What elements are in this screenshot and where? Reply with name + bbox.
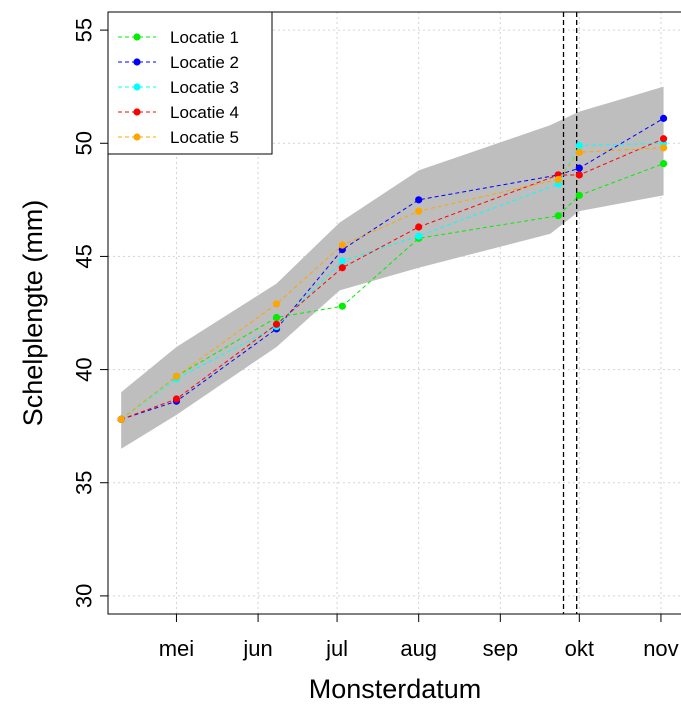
series-line xyxy=(120,138,664,420)
x-tick-label: nov xyxy=(643,636,678,661)
data-point xyxy=(554,212,562,220)
series-line xyxy=(120,147,664,420)
data-point xyxy=(415,196,423,204)
y-tick-label: 55 xyxy=(72,18,97,42)
series-5 xyxy=(117,144,668,423)
legend-label: Locatie 2 xyxy=(170,53,239,72)
data-point xyxy=(659,135,668,143)
legend-marker xyxy=(133,83,141,91)
y-axis: 30 35 40 45 50 55 xyxy=(72,18,109,608)
legend-label: Locatie 5 xyxy=(170,128,239,147)
legend-item: Locatie 3 xyxy=(118,78,239,97)
data-point xyxy=(575,164,583,172)
data-point xyxy=(659,160,668,168)
legend-item: Locatie 4 xyxy=(118,103,239,122)
data-point xyxy=(338,257,346,265)
data-point xyxy=(575,148,583,156)
legend-marker xyxy=(133,58,141,66)
legend-item: Locatie 5 xyxy=(118,128,239,147)
data-point xyxy=(575,171,583,179)
y-tick-label: 30 xyxy=(72,584,97,608)
data-point xyxy=(272,320,281,328)
data-point xyxy=(172,372,181,380)
legend-marker xyxy=(133,33,141,41)
x-axis-title: Monsterdatum xyxy=(309,674,482,704)
data-point xyxy=(338,241,346,249)
data-point xyxy=(659,114,668,122)
reference-lines xyxy=(562,12,578,614)
data-point xyxy=(172,395,181,403)
data-point xyxy=(415,207,423,215)
series-line xyxy=(120,163,664,420)
x-tick-label: okt xyxy=(565,636,594,661)
y-axis-title: Schelplengte (mm) xyxy=(18,200,48,427)
data-point xyxy=(415,232,423,240)
data-point xyxy=(272,300,281,308)
series-line xyxy=(121,117,664,420)
legend-marker xyxy=(133,133,141,141)
y-tick-label: 35 xyxy=(72,470,97,494)
data-point xyxy=(659,144,668,152)
x-tick-label: jul xyxy=(325,636,348,661)
x-axis: mei jun jul aug sep okt nov xyxy=(159,613,679,661)
x-tick-label: mei xyxy=(159,636,194,661)
x-tick-label: sep xyxy=(483,636,518,661)
data-point xyxy=(554,175,562,184)
data-point xyxy=(117,415,125,423)
data-point xyxy=(575,141,583,150)
confidence-band xyxy=(121,86,664,449)
data-point xyxy=(272,313,281,322)
data-point xyxy=(338,302,346,310)
y-tick-label: 45 xyxy=(72,244,97,268)
y-tick-label: 50 xyxy=(72,131,97,155)
data-point xyxy=(575,191,583,199)
x-tick-label: jun xyxy=(242,636,272,661)
series-group xyxy=(117,114,668,423)
data-point xyxy=(338,264,346,272)
legend-label: Locatie 4 xyxy=(170,103,239,122)
x-tick-label: aug xyxy=(400,636,437,661)
legend-item: Locatie 1 xyxy=(118,28,239,47)
legend-item: Locatie 2 xyxy=(118,53,239,72)
legend-label: Locatie 3 xyxy=(170,78,239,97)
data-point xyxy=(415,223,423,231)
y-tick-label: 40 xyxy=(72,357,97,381)
legend-label: Locatie 1 xyxy=(170,28,239,47)
legend-marker xyxy=(133,108,141,116)
band-area xyxy=(121,86,664,449)
legend: Locatie 1 Locatie 2 Locatie 3 Locatie 4 Loca… xyxy=(107,11,273,155)
